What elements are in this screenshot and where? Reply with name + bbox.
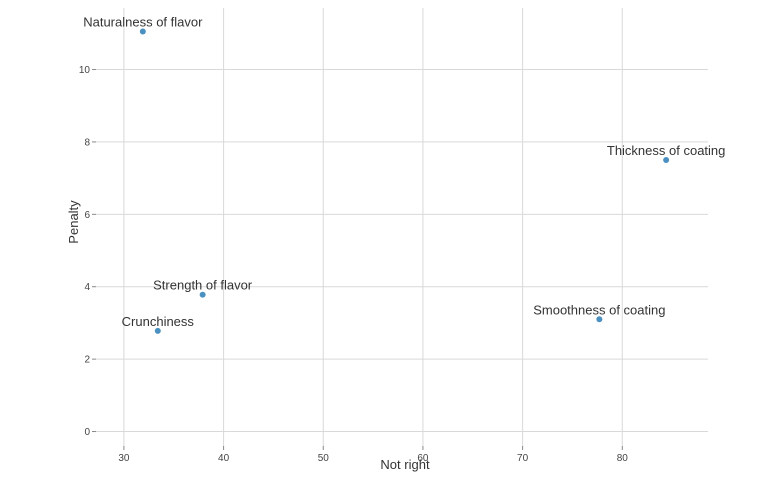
grid	[96, 8, 708, 446]
x-tick-label: 50	[318, 453, 330, 464]
x-axis-title: Not right	[380, 457, 430, 472]
data-point	[154, 327, 161, 334]
x-tick-label: 70	[517, 453, 529, 464]
x-tick-label: 30	[118, 453, 130, 464]
y-tick-label: 8	[84, 137, 90, 148]
point-label: Naturalness of flavor	[83, 15, 203, 30]
data-points	[139, 28, 670, 334]
y-tick-label: 2	[84, 355, 90, 366]
y-axis-title: Penalty	[66, 200, 81, 244]
y-tick-label: 10	[79, 65, 91, 76]
data-point	[199, 291, 206, 298]
x-tick-label: 40	[218, 453, 230, 464]
point-label: Smoothness of coating	[533, 302, 665, 317]
data-point	[139, 28, 146, 35]
data-point	[663, 157, 670, 164]
data-point	[596, 316, 603, 323]
point-label: Thickness of coating	[607, 143, 726, 158]
y-tick-label: 6	[84, 210, 90, 221]
x-tick-label: 60	[417, 453, 429, 464]
y-tick-label: 4	[84, 282, 90, 293]
point-label: Strength of flavor	[153, 278, 253, 293]
x-tick-label: 80	[617, 453, 629, 464]
y-tick-label: 0	[84, 427, 90, 438]
point-labels: Naturalness of flavor Thickness of coatin…	[83, 15, 725, 329]
point-label: Crunchiness	[122, 314, 195, 329]
axis-ticks: 0 2 4 6 8 10 30 40 50 60 70 80	[79, 65, 628, 464]
